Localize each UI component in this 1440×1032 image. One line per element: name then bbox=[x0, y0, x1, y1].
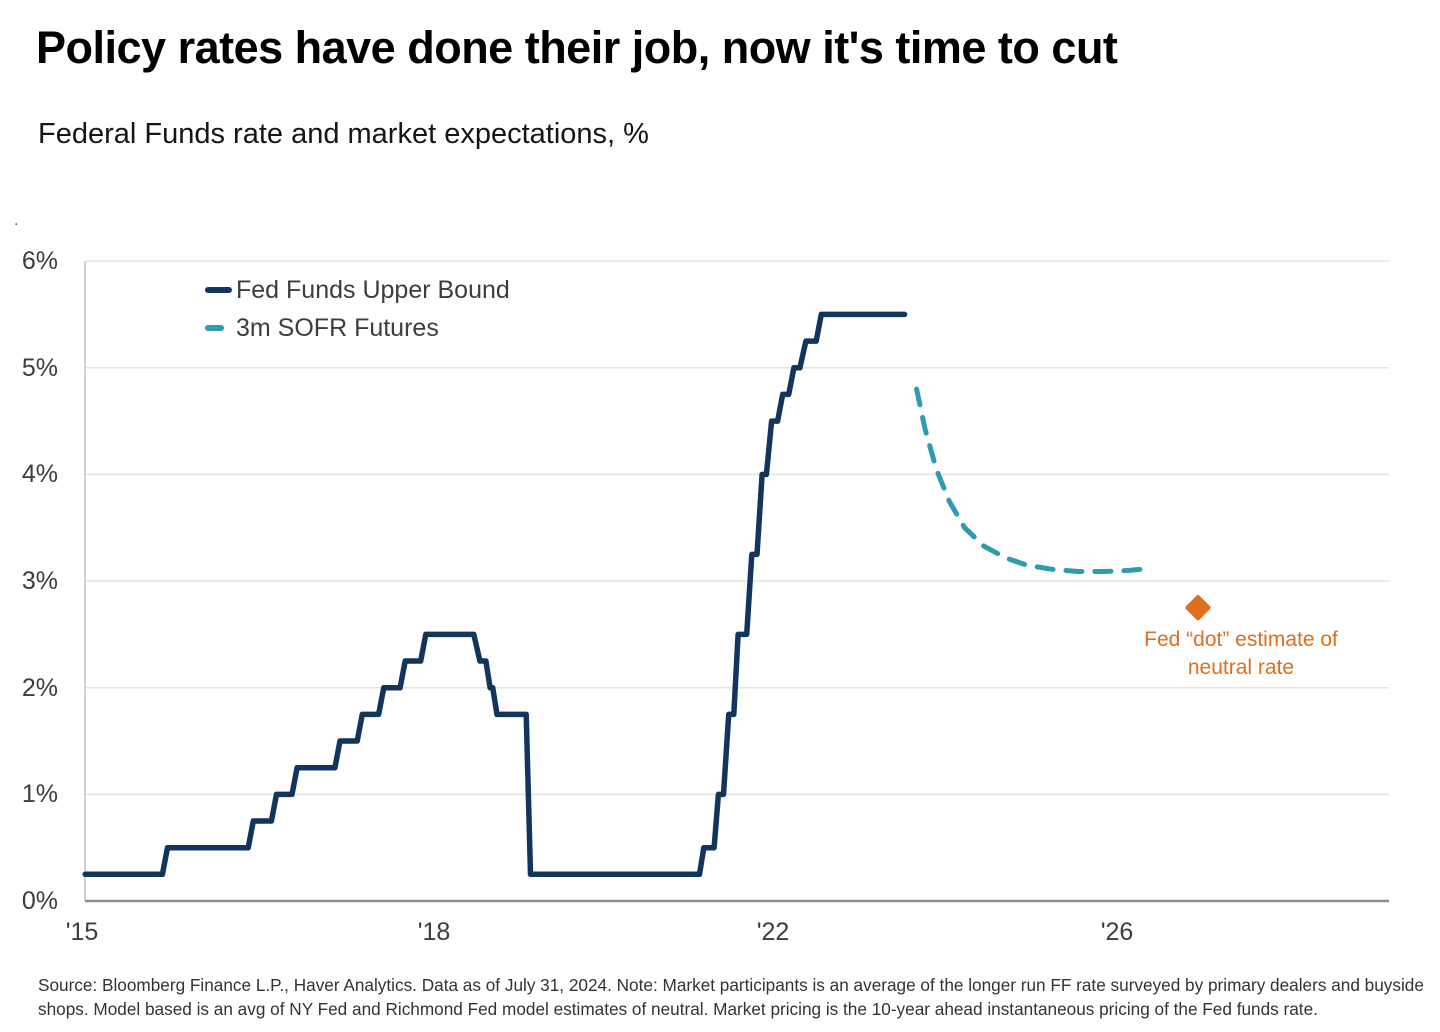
annotation-line-2: neutral rate bbox=[1187, 656, 1295, 679]
source-note: Source: Bloomberg Finance L.P., Haver An… bbox=[38, 973, 1424, 1021]
stray-dot: . bbox=[14, 212, 19, 229]
x-tick-label: '15 bbox=[65, 918, 99, 946]
neutral-rate-annotation: Fed “dot” estimate of neutral rate bbox=[1092, 626, 1390, 682]
fed-funds-line-swatch-icon bbox=[205, 287, 232, 293]
y-tick-label: 4% bbox=[21, 460, 58, 489]
page-title: Policy rates have done their job, now it… bbox=[36, 22, 1118, 73]
page-subtitle: Federal Funds rate and market expectatio… bbox=[38, 118, 649, 150]
legend-label-fed-funds: Fed Funds Upper Bound bbox=[236, 275, 510, 304]
source-note-line-1: Source: Bloomberg Finance L.P., Haver An… bbox=[38, 975, 1424, 995]
chart-legend: Fed Funds Upper Bound 3m SOFR Futures bbox=[205, 271, 510, 347]
annotation-line-1: Fed “dot” estimate of bbox=[1144, 628, 1338, 651]
fed-funds-line bbox=[82, 311, 908, 878]
y-tick-label: 0% bbox=[21, 887, 58, 915]
y-tick-label: 6% bbox=[21, 247, 58, 276]
y-tick-label: 2% bbox=[21, 673, 58, 702]
x-tick-label: '18 bbox=[417, 918, 451, 946]
y-tick-label: 5% bbox=[21, 353, 58, 382]
neutral-rate-diamond-icon bbox=[1185, 595, 1211, 621]
y-tick-label: 1% bbox=[21, 780, 58, 809]
sofr-futures-line bbox=[914, 386, 1154, 574]
x-tick-label: '26 bbox=[1100, 918, 1134, 946]
source-note-line-2: shops. Model based is an avg of NY Fed a… bbox=[38, 999, 1318, 1019]
legend-item-sofr: 3m SOFR Futures bbox=[205, 309, 510, 347]
x-tick-label: '22 bbox=[756, 918, 790, 946]
sofr-line-swatch-icon bbox=[205, 325, 224, 331]
legend-label-sofr: 3m SOFR Futures bbox=[236, 313, 439, 342]
legend-item-fed-funds: Fed Funds Upper Bound bbox=[205, 271, 510, 309]
y-tick-label: 3% bbox=[21, 567, 58, 596]
